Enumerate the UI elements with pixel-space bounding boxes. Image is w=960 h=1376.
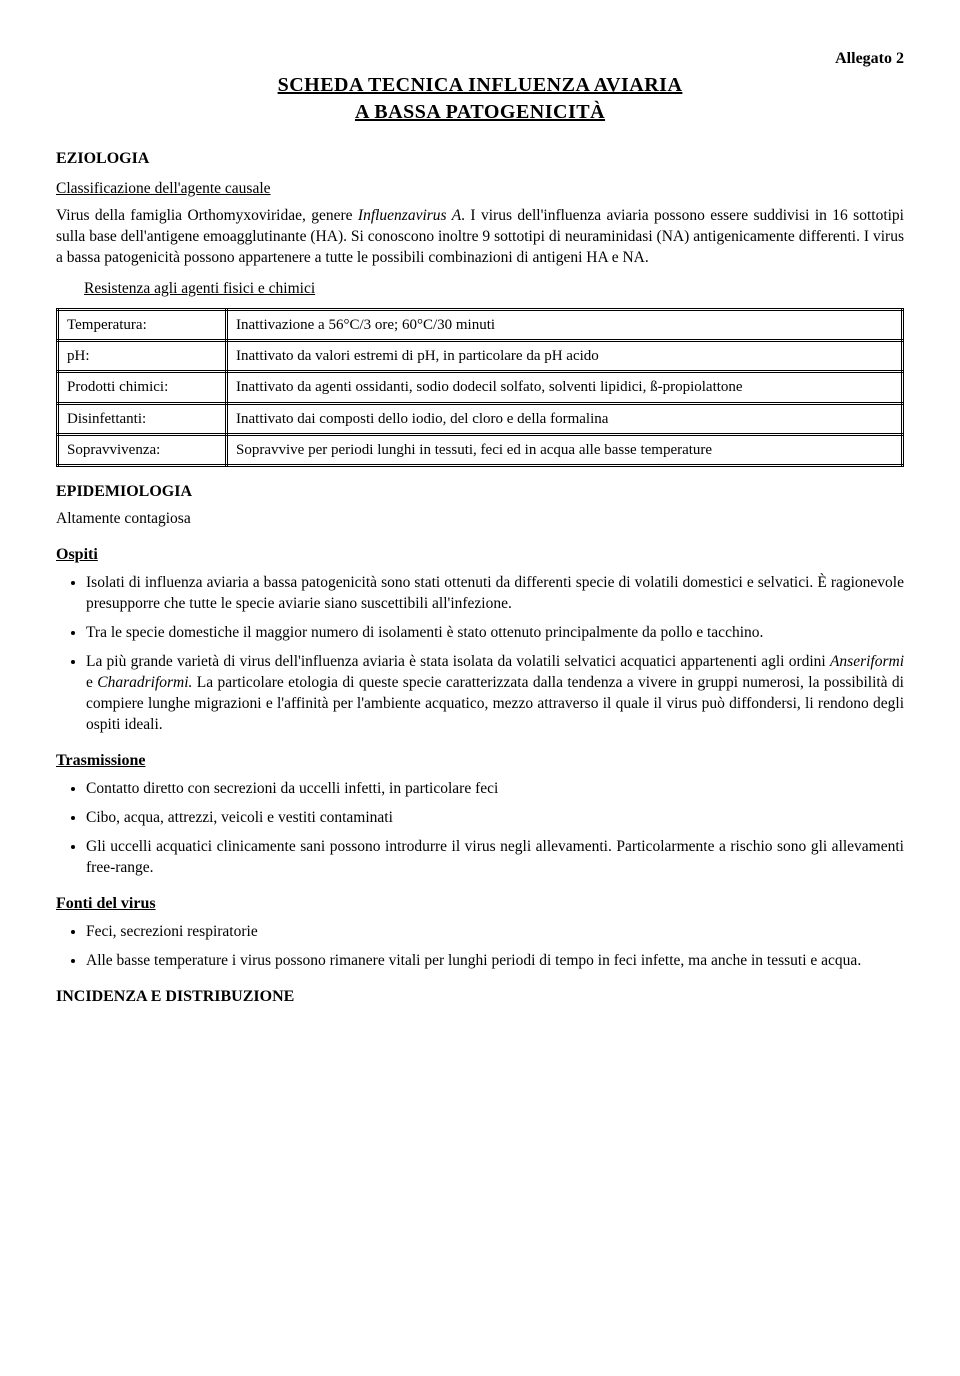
ospiti3-b: Anseriformi <box>830 653 904 670</box>
list-item: La più grande varietà di virus dell'infl… <box>86 652 904 736</box>
table-label: pH: <box>58 341 227 372</box>
table-label: Temperatura: <box>58 309 227 340</box>
ospiti3-c: e <box>86 674 97 691</box>
list-item: Isolati di influenza aviaria a bassa pat… <box>86 573 904 615</box>
contagiosa-text: Altamente contagiosa <box>56 509 904 530</box>
classificazione-heading: Classificazione dell'agente causale <box>56 179 904 200</box>
trasmissione-list: Contatto diretto con secrezioni da uccel… <box>56 779 904 879</box>
para1-a: Virus della famiglia Orthomyxoviridae, g… <box>56 207 358 224</box>
table-value: Inattivato dai composti dello iodio, del… <box>227 403 903 434</box>
list-item: Gli uccelli acquatici clinicamente sani … <box>86 837 904 879</box>
table-label: Prodotti chimici: <box>58 372 227 403</box>
para1-b: Influenzavirus A <box>358 207 461 224</box>
table-row: Prodotti chimici: Inattivato da agenti o… <box>58 372 903 403</box>
attachment-label: Allegato 2 <box>56 48 904 70</box>
title-line-2: A BASSA PATOGENICITÀ <box>56 99 904 126</box>
ospiti3-a: La più grande varietà di virus dell'infl… <box>86 653 830 670</box>
incidenza-heading: INCIDENZA E DISTRIBUZIONE <box>56 986 904 1008</box>
ospiti3-d: Charadriformi. <box>97 674 192 691</box>
epidemiologia-heading: EPIDEMIOLOGIA <box>56 481 904 503</box>
table-row: pH: Inattivato da valori estremi di pH, … <box>58 341 903 372</box>
trasmissione-heading: Trasmissione <box>56 750 904 772</box>
table-value: Inattivazione a 56°C/3 ore; 60°C/30 minu… <box>227 309 903 340</box>
resistance-table: Temperatura: Inattivazione a 56°C/3 ore;… <box>56 308 904 467</box>
table-value: Inattivato da valori estremi di pH, in p… <box>227 341 903 372</box>
list-item: Alle basse temperature i virus possono r… <box>86 951 904 972</box>
fonti-list: Feci, secrezioni respiratorie Alle basse… <box>56 922 904 972</box>
title-block: SCHEDA TECNICA INFLUENZA AVIARIA A BASSA… <box>56 72 904 126</box>
table-label: Sopravvivenza: <box>58 434 227 465</box>
ospiti3-e: La particolare etologia di queste specie… <box>86 674 904 733</box>
list-item: Contatto diretto con secrezioni da uccel… <box>86 779 904 800</box>
ospiti-list: Isolati di influenza aviaria a bassa pat… <box>56 573 904 735</box>
table-label: Disinfettanti: <box>58 403 227 434</box>
eziologia-heading: EZIOLOGIA <box>56 148 904 170</box>
eziologia-paragraph: Virus della famiglia Orthomyxoviridae, g… <box>56 206 904 269</box>
table-row: Disinfettanti: Inattivato dai composti d… <box>58 403 903 434</box>
table-row: Temperatura: Inattivazione a 56°C/3 ore;… <box>58 309 903 340</box>
title-line-1: SCHEDA TECNICA INFLUENZA AVIARIA <box>56 72 904 99</box>
list-item: Feci, secrezioni respiratorie <box>86 922 904 943</box>
table-row: Sopravvivenza: Sopravvive per periodi lu… <box>58 434 903 465</box>
table-value: Inattivato da agenti ossidanti, sodio do… <box>227 372 903 403</box>
list-item: Tra le specie domestiche il maggior nume… <box>86 623 904 644</box>
list-item: Cibo, acqua, attrezzi, veicoli e vestiti… <box>86 808 904 829</box>
fonti-heading: Fonti del virus <box>56 893 904 915</box>
resistenza-heading: Resistenza agli agenti fisici e chimici <box>84 279 904 300</box>
table-value: Sopravvive per periodi lunghi in tessuti… <box>227 434 903 465</box>
ospiti-heading: Ospiti <box>56 544 904 566</box>
